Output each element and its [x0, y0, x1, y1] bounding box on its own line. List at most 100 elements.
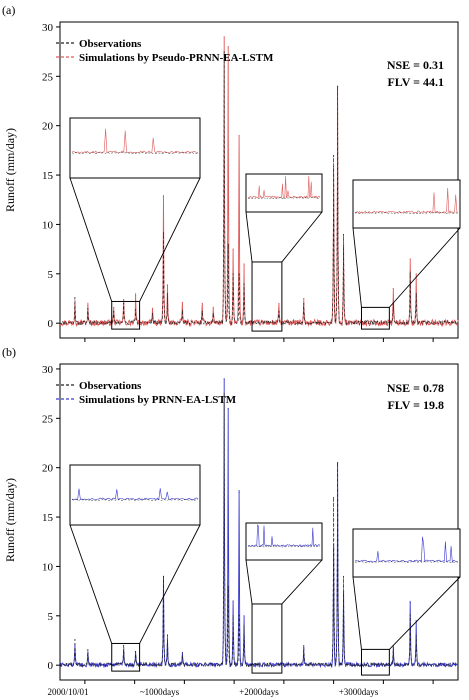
point-obs-a-6	[162, 233, 164, 235]
zoom-inset-b-0	[69, 464, 201, 526]
panel-b: (b) Runoff (mm/day) 0 5 10 15 20 25 30 2000/10/…	[2, 345, 461, 697]
point-sim-b-7	[223, 378, 225, 380]
point-sim-a-13	[232, 248, 234, 250]
point-sim-a-10	[212, 306, 214, 308]
ytick-label-a-2: 10	[42, 219, 54, 231]
point-obs-a-10	[212, 312, 214, 314]
point-sim-a-2	[113, 306, 115, 308]
point-obs-b-5	[166, 635, 168, 637]
ytick-label-b-0: 0	[48, 660, 54, 672]
plot-area-b: 0 5 10 15 20 25 30 2000/10/01 ~1000days +2000days…	[42, 363, 461, 697]
point-sim-b-3	[135, 652, 137, 654]
ytick-label-b-3: 15	[42, 512, 54, 524]
xtick-label-0: 2000/10/01	[47, 687, 88, 697]
point-sim-a-1	[87, 304, 89, 307]
point-obs-b-15	[343, 575, 345, 577]
point-obs-b-10	[238, 615, 240, 617]
point-obs-a-9	[201, 310, 203, 312]
zoom-obs-trace-b-1	[247, 545, 321, 548]
zoom-obs-trace-b-0	[71, 499, 199, 501]
point-obs-a-0	[74, 297, 76, 299]
zoom-inset-a-0	[69, 117, 201, 179]
zoom-source-b-1	[251, 603, 283, 674]
point-sim-b-12	[303, 646, 305, 649]
zoom-source-a-2	[360, 306, 390, 330]
point-sim-a-14	[238, 134, 240, 137]
xtick-label-2: +2000days	[239, 687, 279, 697]
point-obs-b-4	[162, 575, 164, 577]
panel-a: (a) Runoff (mm/day) 0 5 10 15 20 25 30 Observa…	[2, 3, 461, 342]
point-sim-b-9	[232, 600, 234, 602]
zoom-obs-trace-a-2	[354, 212, 458, 214]
zoom-connector-right-b-1	[281, 559, 323, 605]
point-sim-a-12	[227, 46, 229, 48]
xtick-label-3: +3000days	[339, 687, 379, 697]
ytick-label-a-0: 0	[48, 318, 54, 330]
zoom-connector-left-a-2	[352, 227, 362, 308]
point-sim-b-15	[342, 590, 345, 592]
zoom-inset-b-2	[352, 528, 461, 578]
point-obs-a-17	[303, 302, 305, 304]
point-obs-a-8	[181, 309, 183, 311]
legend-a: Observations Simulations by Pseudo-PRNN-…	[56, 38, 274, 64]
ytick-label-a-3: 15	[42, 170, 54, 182]
point-obs-b-3	[135, 650, 137, 652]
point-sim-b-11	[243, 615, 245, 617]
point-sim-a-21	[392, 288, 394, 290]
point-obs-b-18	[415, 635, 417, 637]
xtick-label-1: ~1000days	[140, 687, 180, 697]
ytick-label-b-2: 10	[42, 561, 54, 573]
zoom-source-a-0	[111, 300, 141, 330]
point-obs-a-5	[152, 312, 154, 314]
panel-a-ylabel: Runoff (mm/day)	[3, 128, 17, 212]
point-sim-a-8	[181, 301, 183, 304]
point-obs-b-11	[243, 625, 245, 627]
point-obs-b-9	[232, 615, 234, 617]
point-sim-a-23	[415, 273, 417, 275]
point-obs-a-22	[409, 273, 411, 275]
point-sim-a-6	[162, 196, 165, 198]
point-sim-a-16	[278, 302, 280, 305]
ytick-label-a-6: 30	[42, 22, 54, 34]
point-obs-a-7	[166, 293, 168, 295]
zoom-connector-left-a-1	[245, 211, 253, 263]
zoom-source-b-0	[111, 642, 141, 672]
zoom-obs-trace-a-0	[71, 152, 199, 154]
point-obs-b-7	[223, 393, 225, 395]
point-obs-a-2	[113, 310, 115, 312]
point-sim-a-9	[201, 302, 203, 305]
ytick-label-b-6: 30	[42, 364, 54, 376]
point-obs-b-1	[87, 649, 89, 651]
point-sim-b-0	[74, 644, 76, 647]
zoom-connector-left-b-2	[352, 576, 362, 650]
series-observations-b	[59, 393, 459, 668]
zoom-source-a-1	[251, 261, 283, 332]
point-obs-a-19	[337, 85, 339, 87]
ytick-label-b-5: 25	[42, 413, 54, 425]
point-sim-b-2	[123, 648, 125, 650]
series-observations-a	[59, 51, 459, 326]
zoom-obs-trace-b-2	[354, 561, 459, 563]
point-obs-a-4	[135, 308, 137, 310]
point-obs-a-13	[232, 273, 234, 275]
point-sim-b-10	[238, 491, 240, 493]
ytick-label-b-1: 5	[48, 611, 54, 623]
point-obs-b-0	[74, 639, 76, 641]
point-sim-b-17	[409, 602, 411, 604]
point-sim-a-20	[342, 243, 345, 245]
point-obs-a-1	[87, 307, 89, 309]
metric-flv-a: FLV = 44.1	[387, 75, 444, 89]
point-sim-b-5	[166, 638, 169, 641]
zoom-obs-trace-a-1	[247, 196, 321, 199]
plot-area-a: 0 5 10 15 20 25 30	[42, 21, 461, 342]
point-sim-b-16	[392, 646, 394, 649]
point-obs-a-23	[415, 293, 417, 295]
zoom-connector-right-a-1	[281, 211, 323, 263]
zoom-source-b-2	[360, 648, 390, 676]
panel-a-label: (a)	[2, 3, 15, 17]
zoom-sim-trace-a-0	[71, 128, 199, 154]
point-obs-b-8	[227, 585, 229, 587]
zoom-connector-right-a-0	[139, 177, 201, 302]
point-sim-a-18	[333, 164, 335, 166]
panel-b-label: (b)	[2, 345, 16, 359]
